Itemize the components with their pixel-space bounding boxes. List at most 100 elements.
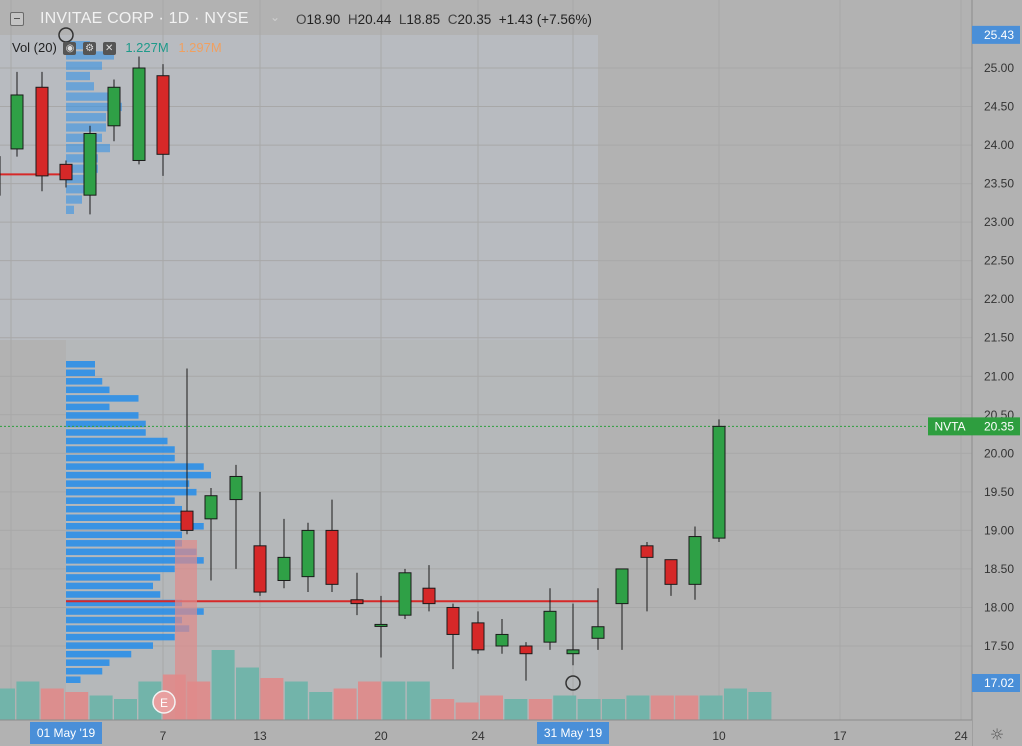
volume-profile-bar [66,480,190,487]
range-handle-end [565,675,581,691]
volume-bar [114,699,137,720]
volume-profile-bar [66,420,146,428]
price-tick-label: 25.00 [984,61,1014,75]
volume-profile-bar [66,659,110,666]
candle-body [277,556,291,581]
history-shade [0,35,598,340]
volume-bar-earnings [175,540,197,720]
price-tick-label: 24.00 [984,138,1014,152]
date-label: 17 [833,729,847,743]
volume-bar [89,695,113,720]
volume-profile-bar-upper [66,82,94,91]
volume-value: 1.227M [125,40,169,55]
volume-profile-bar-upper [66,154,98,163]
collapse-legend-button[interactable] [10,12,24,26]
change-value: +1.43 (+7.56%) [498,12,592,27]
close-value: 20.35 [457,12,492,27]
candle-body [10,94,24,150]
volume-profile-bar [66,616,182,624]
high-label: H [347,12,358,27]
volume-legend: Vol (20) ◉ ⚙ ✕ 1.227M 1.297M [12,40,222,56]
volume-bar [333,688,357,720]
volume-bar [65,692,89,720]
volume-profile-bar-upper [66,71,90,81]
close-icon[interactable]: ✕ [102,42,116,56]
volume-profile-bar-upper [66,41,90,50]
candle-body [615,568,629,605]
volume-profile-bar [66,625,190,632]
volume-profile-bar [66,505,182,513]
candle-body [495,633,509,647]
volume-bar [284,681,308,720]
volume-bar [504,699,528,720]
gear-icon[interactable]: ⚙ [83,42,97,56]
settings-gear-icon[interactable]: ☼ [990,725,1004,744]
open-value: 18.90 [306,12,341,27]
candle-body [446,606,460,635]
candle-body [519,645,533,655]
last-value-tag: 20.35 [984,419,1014,433]
volume-profile-bar [66,540,182,547]
volume-bar [309,692,333,720]
date-label: 10 [712,729,726,743]
volume-profile-bar-upper [66,185,90,194]
price-tick-label: 21.50 [984,331,1014,345]
volume-bar [748,692,772,720]
volume-profile-bar [66,446,175,453]
top-value-tag: 25.43 [984,28,1014,42]
symbol-title[interactable]: INVITAE CORP · 1D · NYSE [40,10,249,27]
volume-profile-bar [66,633,175,641]
volume-bar [699,695,723,720]
volume-bar [40,688,64,720]
date-label: 24 [471,729,485,743]
volume-profile-bar [66,650,132,658]
volume-profile-bar [66,429,146,436]
price-tick-label: 23.50 [984,177,1014,191]
volume-bar [553,695,577,720]
volume-profile-bar [66,574,161,581]
volume-bar [577,699,601,720]
candle-body [253,545,267,593]
candle-body [180,510,194,531]
price-tick-label: 24.50 [984,100,1014,114]
volume-profile-bar [66,599,182,607]
volume-profile-bar [66,667,103,675]
volume-bar [358,681,381,720]
volume-profile-bar [66,361,95,368]
candle-body [350,599,364,605]
price-tick-label: 22.50 [984,254,1014,268]
volume-profile-bar [66,403,110,411]
symbol-legend: INVITAE CORP · 1D · NYSE ⌄ O18.90 H20.44… [0,0,700,38]
volume-profile-bar [66,395,139,402]
volume-profile-bar-upper [66,123,106,132]
volume-profile-bar-upper [66,195,82,204]
candle-body [83,133,97,196]
volume-profile-bar [66,531,182,539]
candle-body [204,495,218,520]
volume-bar [650,695,674,720]
volume-bar [138,681,162,720]
volume-label[interactable]: Vol (20) [12,40,57,55]
date-highlight-bg [30,722,102,744]
earnings-marker-label: E [160,696,168,710]
volume-bar [260,678,284,720]
date-label: 20 [374,729,388,743]
volume-profile-bar-upper [66,61,102,70]
volume-profile-bar [66,642,153,649]
volume-profile-bar [66,386,110,394]
price-tick-label: 19.00 [984,523,1014,537]
volume-bar [382,681,406,720]
volume-profile-bar [66,565,175,573]
open-label: O [296,12,307,27]
price-tick-label: 19.50 [984,485,1014,499]
candle-body [374,623,388,627]
volume-profile-bar-upper [66,92,110,101]
visibility-icon[interactable]: ◉ [63,42,77,56]
candle-body [664,559,678,585]
candle-body [325,529,339,585]
price-tick-label: 17.50 [984,639,1014,653]
candle-body [301,529,315,578]
chevron-down-icon[interactable]: ⌄ [270,10,281,24]
